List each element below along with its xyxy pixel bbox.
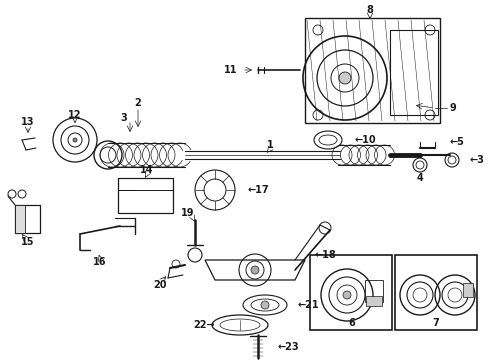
Text: 7: 7 <box>432 318 439 328</box>
Text: ←17: ←17 <box>247 185 269 195</box>
Circle shape <box>250 266 259 274</box>
Text: 13: 13 <box>21 117 35 127</box>
Circle shape <box>342 291 350 299</box>
Bar <box>364 280 382 302</box>
Text: 4: 4 <box>416 173 423 183</box>
Text: 9: 9 <box>449 103 456 113</box>
Text: ←3: ←3 <box>469 155 484 165</box>
Text: ←21: ←21 <box>297 300 319 310</box>
Bar <box>118 178 173 213</box>
Text: 19: 19 <box>181 208 194 218</box>
Text: 1: 1 <box>266 140 273 150</box>
Circle shape <box>338 72 350 84</box>
Text: 20: 20 <box>153 280 166 290</box>
Bar <box>15 205 40 233</box>
Polygon shape <box>204 260 305 280</box>
Text: 11: 11 <box>223 65 237 75</box>
Bar <box>394 255 476 330</box>
Text: 6: 6 <box>348 318 355 328</box>
Text: 15: 15 <box>21 237 35 247</box>
Bar <box>389 30 437 115</box>
Bar <box>309 255 391 330</box>
Bar <box>365 296 381 306</box>
Bar <box>118 178 173 190</box>
Text: 3: 3 <box>120 113 127 123</box>
Text: ←10: ←10 <box>354 135 376 145</box>
Bar <box>305 18 439 123</box>
Text: 8: 8 <box>366 5 373 15</box>
Text: ←23: ←23 <box>278 342 299 352</box>
Text: ←18: ←18 <box>314 250 336 260</box>
Bar <box>462 283 472 297</box>
Text: 16: 16 <box>93 257 106 267</box>
Text: 22→: 22→ <box>193 320 215 330</box>
Circle shape <box>73 138 77 142</box>
Text: 12: 12 <box>68 110 81 120</box>
Text: 2: 2 <box>134 98 141 108</box>
Text: ←5: ←5 <box>449 137 464 147</box>
Circle shape <box>261 301 268 309</box>
Bar <box>15 205 25 233</box>
Text: 14: 14 <box>140 165 153 175</box>
